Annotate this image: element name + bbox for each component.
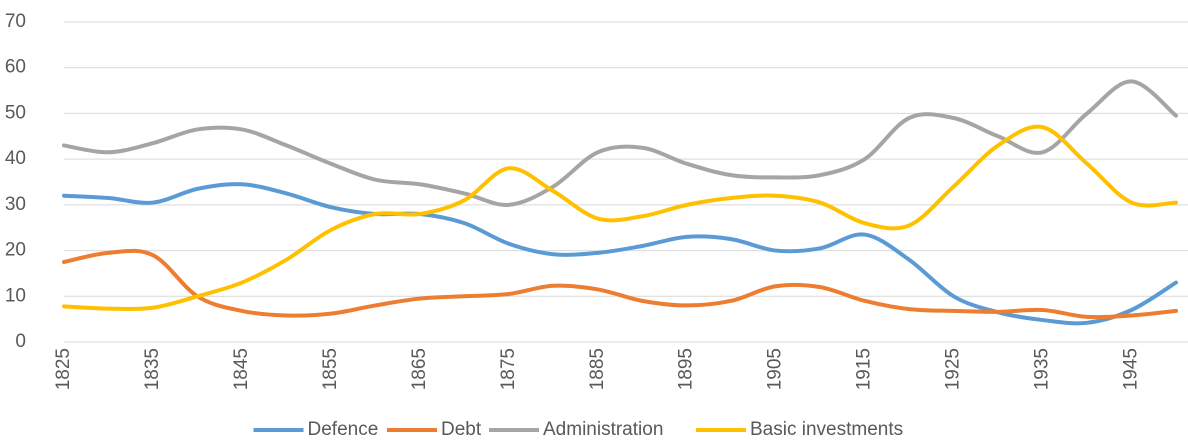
x-tick-label: 1925	[943, 348, 964, 390]
y-tick-label: 40	[5, 148, 26, 169]
x-tick-label: 1865	[409, 348, 430, 390]
x-tick-label: 1915	[854, 348, 875, 390]
line-series	[62, 248, 1178, 320]
legend-label: Defence	[308, 419, 379, 440]
line-series	[62, 124, 1178, 312]
x-tick-label: 1875	[498, 348, 519, 390]
y-tick-label: 70	[5, 11, 26, 32]
x-tick-label: 1825	[53, 348, 74, 390]
x-tick-label: 1855	[320, 348, 341, 390]
y-tick-label: 0	[15, 331, 26, 352]
y-tick-label: 60	[5, 57, 26, 78]
x-tick-label: 1935	[1032, 348, 1053, 390]
legend-label: Basic investments	[750, 419, 903, 440]
x-tick-label: 1845	[231, 348, 252, 390]
x-tick-label: 1945	[1121, 348, 1142, 390]
y-tick-label: 20	[5, 240, 26, 261]
y-tick-label: 10	[5, 285, 26, 306]
line-series	[62, 79, 1178, 207]
x-tick-label: 1905	[765, 348, 786, 390]
x-tick-label: 1895	[676, 348, 697, 390]
legend-label: Debt	[441, 419, 482, 440]
x-tick-label: 1835	[142, 348, 163, 390]
x-tick-label: 1885	[587, 348, 608, 390]
y-tick-label: 30	[5, 194, 26, 215]
y-tick-label: 50	[5, 102, 26, 123]
legend-label: Administration	[543, 419, 663, 440]
